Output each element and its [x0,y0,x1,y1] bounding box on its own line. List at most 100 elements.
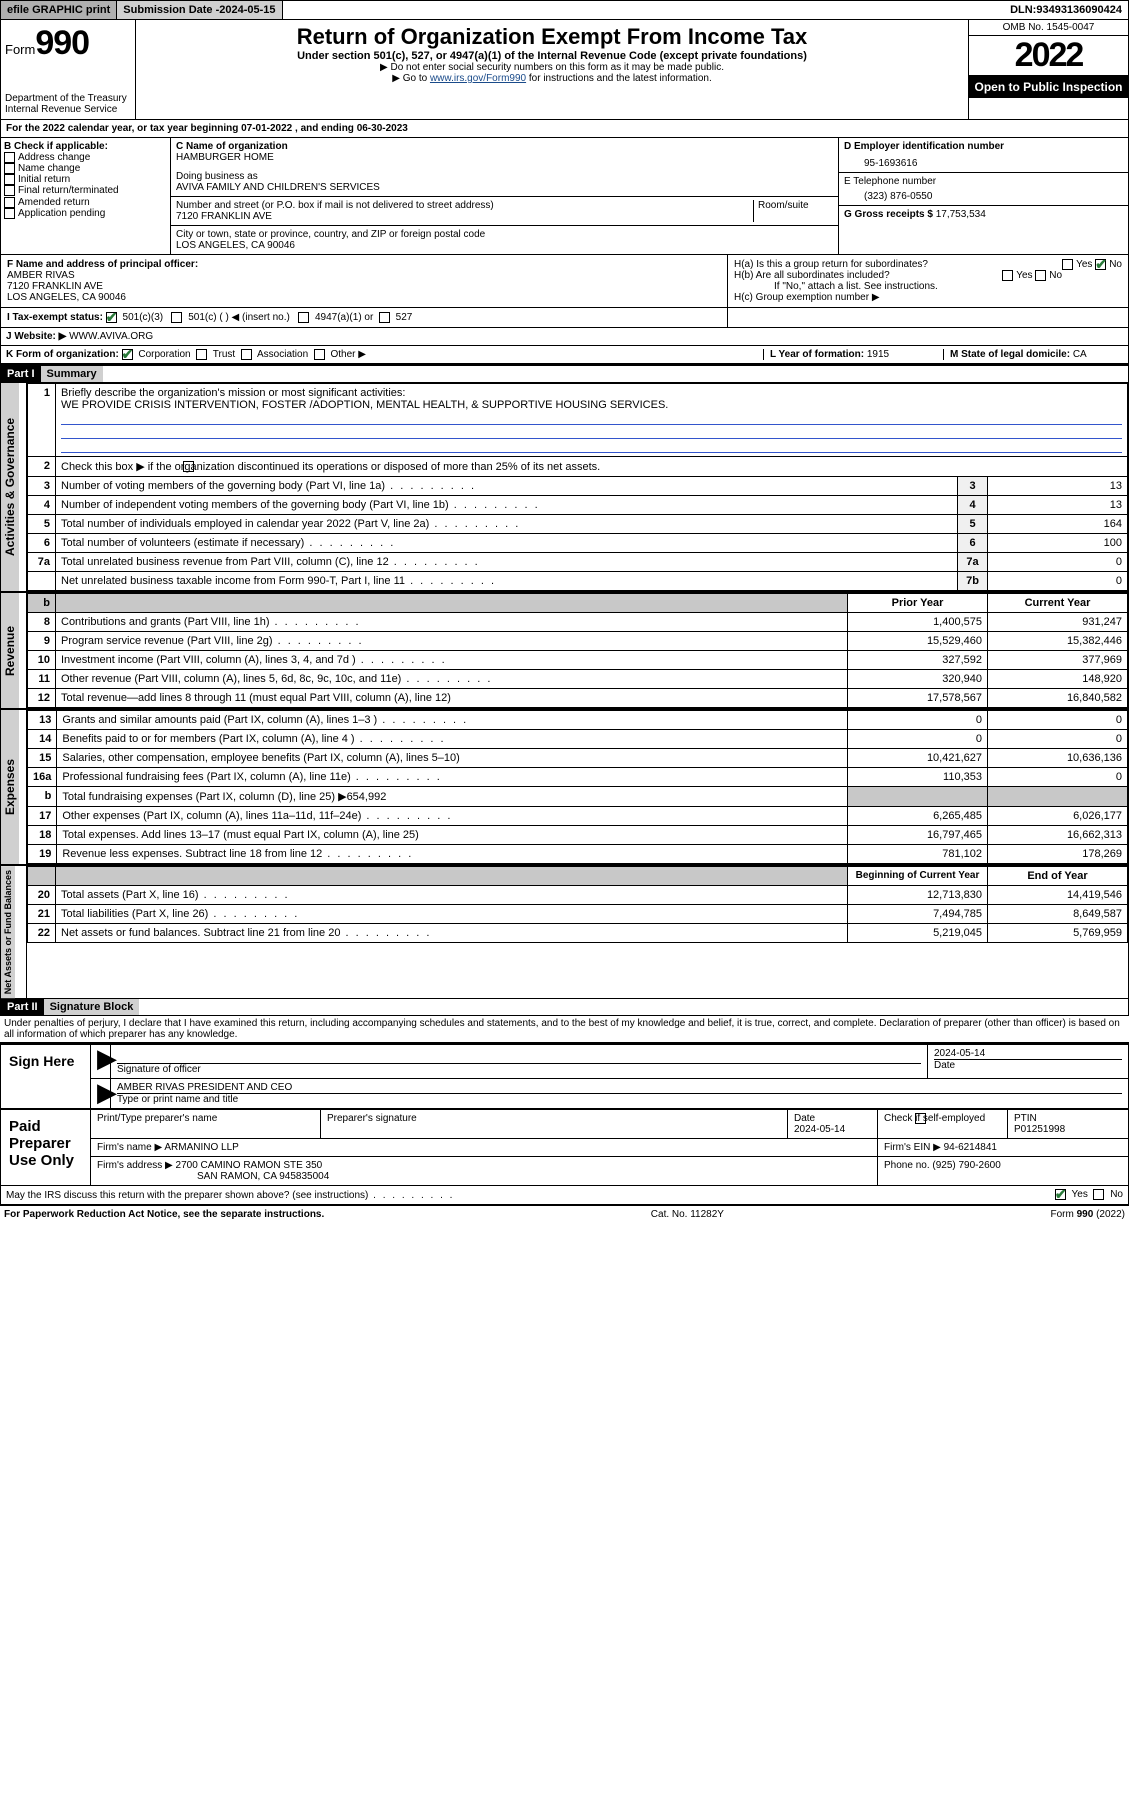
irs-label: Internal Revenue Service [5,104,131,115]
sig-date: 2024-05-14 [934,1048,1122,1059]
part-ii-title: Signature Block [44,999,140,1015]
line-22: Net assets or fund balances. Subtract li… [56,924,848,943]
line-3: Number of voting members of the governin… [56,477,958,496]
checkbox-initial-return[interactable] [4,174,15,185]
h-b: H(b) Are all subordinates included? [734,270,890,281]
checkbox-may-yes[interactable] [1055,1189,1066,1200]
vlabel-governance: Activities & Governance [1,383,19,591]
e22: 5,769,959 [988,924,1128,943]
gross-label: G Gross receipts $ [844,209,936,220]
website-value: WWW.AVIVA.ORG [69,331,153,342]
gross-value: 17,753,534 [936,209,986,220]
h-a: H(a) Is this a group return for subordin… [734,259,928,270]
domicile-label: M State of legal domicile: [950,349,1073,360]
c10: 377,969 [988,651,1128,670]
f-h-block: F Name and address of principal officer:… [0,255,1129,308]
org-address: 7120 FRANKLIN AVE [176,211,753,222]
line-7b: Net unrelated business taxable income fr… [56,572,958,591]
header-mid: Return of Organization Exempt From Incom… [136,20,968,119]
penalties-text: Under penalties of perjury, I declare th… [0,1016,1129,1042]
box-b: B Check if applicable: Address change Na… [1,138,171,254]
year-form-value: 1915 [867,349,889,360]
vlabel-revenue: Revenue [1,593,19,708]
checkbox-self-employed[interactable] [915,1113,926,1124]
firm-addr1: 2700 CAMINO RAMON STE 350 [176,1160,323,1171]
line-19: Revenue less expenses. Subtract line 18 … [57,845,848,864]
checkbox-ha-no[interactable] [1095,259,1106,270]
officer-name: AMBER RIVAS [7,270,721,281]
checkbox-other[interactable] [314,349,325,360]
expenses-section: Expenses 13Grants and similar amounts pa… [0,708,1129,864]
firm-addr2: SAN RAMON, CA 945835004 [97,1171,871,1182]
row-k-label: K Form of organization: [6,349,119,360]
part-ii-header: Part IISignature Block [0,999,1129,1016]
checkbox-ha-yes[interactable] [1062,259,1073,270]
header-right: OMB No. 1545-0047 2022 Open to Public In… [968,20,1128,119]
paid-preparer-label: Paid Preparer Use Only [1,1110,91,1185]
ein-label: D Employer identification number [844,141,1123,152]
checkbox-501c3[interactable] [106,312,117,323]
p17: 6,265,485 [848,807,988,826]
box-c: C Name of organization HAMBURGER HOME Do… [171,138,838,254]
subtitle-3: ▶ Go to www.irs.gov/Form990 for instruct… [144,73,960,84]
p14: 0 [848,730,988,749]
checkbox-hb-no[interactable] [1035,270,1046,281]
activities-governance: Activities & Governance 1 Briefly descri… [0,383,1129,591]
c16a: 0 [988,768,1128,787]
checkbox-hb-yes[interactable] [1002,270,1013,281]
checkbox-527[interactable] [379,312,390,323]
p13: 0 [848,711,988,730]
c13: 0 [988,711,1128,730]
officer-addr2: LOS ANGELES, CA 90046 [7,292,721,303]
line-12: Total revenue—add lines 8 through 11 (mu… [56,689,848,708]
dln-value: 93493136090424 [1036,4,1122,16]
checkbox-trust[interactable] [196,349,207,360]
checkbox-name-change[interactable] [4,163,15,174]
checkbox-final-return[interactable] [4,185,15,196]
form-number: 990 [35,24,89,62]
box-h: H(a) Is this a group return for subordin… [728,255,1128,307]
paid-preparer-block: Paid Preparer Use Only Print/Type prepar… [0,1109,1129,1186]
line-16a: Professional fundraising fees (Part IX, … [57,768,848,787]
org-name: HAMBURGER HOME [176,152,833,163]
e20: 14,419,546 [988,886,1128,905]
checkbox-app-pending[interactable] [4,208,15,219]
row-i-label: I Tax-exempt status: [7,312,103,323]
checkbox-may-no[interactable] [1093,1189,1104,1200]
header-left: Form990 Department of the Treasury Inter… [1,20,136,119]
dba-value: AVIVA FAMILY AND CHILDREN'S SERVICES [176,182,833,193]
checkbox-corp[interactable] [122,349,133,360]
prep-date: 2024-05-14 [794,1124,871,1135]
may-irs-label: May the IRS discuss this return with the… [6,1190,454,1201]
hdr-end: End of Year [988,867,1128,886]
firm-name: ARMANINO LLP [164,1142,238,1153]
subdate-value: 2024-05-15 [219,4,275,16]
checkbox-assoc[interactable] [241,349,252,360]
c8: 931,247 [988,613,1128,632]
checkbox-address-change[interactable] [4,152,15,163]
val-7a: 0 [988,553,1128,572]
p10: 327,592 [848,651,988,670]
c19: 178,269 [988,845,1128,864]
checkbox-501c[interactable] [171,312,182,323]
c14: 0 [988,730,1128,749]
line-14: Benefits paid to or for members (Part IX… [57,730,848,749]
efile-label[interactable]: efile GRAPHIC print [1,1,117,19]
line-1-label: Briefly describe the organization's miss… [61,387,1122,399]
subdate-label: Submission Date - [123,4,219,16]
checkbox-4947[interactable] [298,312,309,323]
form-title: Return of Organization Exempt From Incom… [144,24,960,50]
h-b-note: If "No," attach a list. See instructions… [734,281,1122,292]
subtitle-2: ▶ Do not enter social security numbers o… [144,62,960,73]
line-21: Total liabilities (Part X, line 26) [56,905,848,924]
line-2: Check this box ▶ if the organization dis… [61,461,600,473]
checkbox-discontinued[interactable] [183,461,194,472]
addr-label: Number and street (or P.O. box if mail i… [176,200,753,211]
part-ii-bar: Part II [1,999,44,1015]
c12: 16,840,582 [988,689,1128,708]
line-16b-label: Total fundraising expenses (Part IX, col… [62,791,346,803]
line-16b-val: 654,992 [347,791,387,803]
irs-link[interactable]: www.irs.gov/Form990 [430,73,526,84]
checkbox-amended[interactable] [4,197,15,208]
subtitle-1: Under section 501(c), 527, or 4947(a)(1)… [144,50,960,62]
